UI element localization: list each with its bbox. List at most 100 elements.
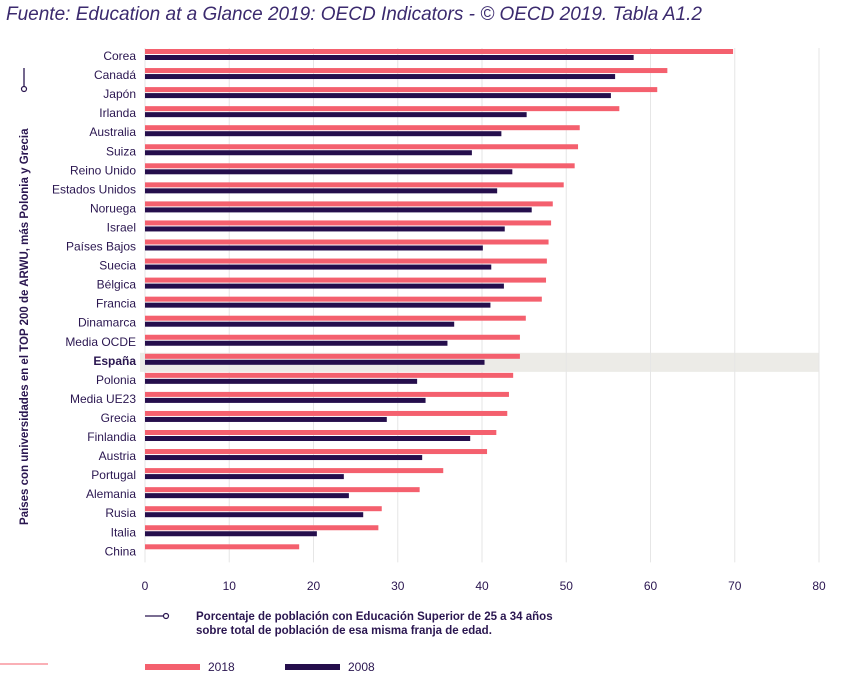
legend-swatch-2008 <box>285 664 340 670</box>
bar-2008 <box>145 397 426 403</box>
y-axis-label-marker-dot <box>20 85 28 93</box>
bar-2018 <box>145 525 379 531</box>
category-label: Austria <box>99 449 137 463</box>
bar-2018 <box>145 239 549 245</box>
x-tick-label: 50 <box>560 579 574 593</box>
x-tick-label: 60 <box>644 579 658 593</box>
bar-2008 <box>145 416 387 422</box>
bar-2018 <box>145 296 542 302</box>
category-label: Alemania <box>86 487 136 501</box>
bar-2018 <box>145 277 547 283</box>
chart-title: Fuente: Education at a Glance 2019: OECD… <box>6 4 702 25</box>
bar-2008 <box>145 188 498 194</box>
category-label: Italia <box>111 525 137 539</box>
bar-2018 <box>145 87 658 93</box>
bar-2018 <box>145 391 509 397</box>
bar-2018 <box>145 163 575 169</box>
x-axis-label-line1: Porcentaje de población con Educación Su… <box>196 611 553 623</box>
bar-2018 <box>145 506 382 512</box>
bar-2018 <box>145 334 520 340</box>
category-label: Grecia <box>101 411 137 425</box>
category-label: España <box>93 354 136 368</box>
legend-swatch-2018 <box>145 664 200 670</box>
category-label: Estados Unidos <box>52 182 136 196</box>
category-label: Media OCDE <box>65 335 136 349</box>
category-label: Irlanda <box>99 106 136 120</box>
bar-2008 <box>145 531 317 537</box>
bar-2018 <box>145 125 580 131</box>
bar-2008 <box>145 74 616 80</box>
category-label: Media UE23 <box>70 392 136 406</box>
bar-2018 <box>145 220 552 226</box>
bar-2018 <box>145 410 508 416</box>
x-tick-label: 70 <box>728 579 742 593</box>
bar-2018 <box>145 487 420 493</box>
bar-2008 <box>145 93 611 99</box>
legend-label-2008: 2008 <box>348 660 375 674</box>
category-label: Países Bajos <box>66 240 136 254</box>
bar-2018 <box>145 315 526 321</box>
bar-2018 <box>145 372 514 378</box>
x-axis-label-marker-dot <box>162 612 170 620</box>
bar-2008 <box>145 359 485 365</box>
x-tick-label: 20 <box>307 579 321 593</box>
bar-2008 <box>145 55 634 60</box>
category-label: Australia <box>89 125 136 139</box>
bar-2008 <box>145 283 504 289</box>
bar-2008 <box>145 226 505 232</box>
bar-2008 <box>145 302 491 308</box>
category-label: Reino Unido <box>70 163 136 177</box>
bar-2008 <box>145 169 513 175</box>
bar-2008 <box>145 378 418 384</box>
bar-2008 <box>145 264 492 270</box>
bar-2008 <box>145 474 344 480</box>
y-axis-label: Países con universidades en el TOP 200 d… <box>19 128 31 525</box>
bar-2008 <box>145 340 448 346</box>
bar-2008 <box>145 207 532 213</box>
category-label: Portugal <box>91 468 136 482</box>
category-label: Francia <box>96 297 136 311</box>
category-label: China <box>105 544 137 558</box>
x-tick-label: 80 <box>812 579 826 593</box>
category-label: Corea <box>103 49 136 63</box>
bar-2018 <box>145 68 668 74</box>
bar-2018 <box>145 468 444 474</box>
bar-2018 <box>145 449 488 455</box>
bar-2018 <box>145 258 547 264</box>
bar-2008 <box>145 436 471 441</box>
legend-item-2008: 2008 <box>285 660 375 674</box>
category-label: Rusia <box>105 506 136 520</box>
bar-2018 <box>145 49 734 54</box>
category-label: Polonia <box>96 373 136 387</box>
bar-2008 <box>145 512 364 518</box>
bar-2018 <box>145 182 564 188</box>
bar-2018 <box>145 544 300 550</box>
bar-2008 <box>145 493 349 499</box>
x-tick-label: 0 <box>142 579 149 593</box>
legend-label-2018: 2018 <box>208 660 235 674</box>
category-label: Finlandia <box>87 430 136 444</box>
bar-2008 <box>145 112 527 118</box>
category-label: Suecia <box>99 259 136 273</box>
bar-2018 <box>145 201 553 207</box>
legend-item-2018: 2018 <box>145 660 235 674</box>
bar-2018 <box>145 353 520 359</box>
x-axis-label-line2: sobre total de población de esa misma fr… <box>196 625 492 637</box>
x-tick-label: 10 <box>223 579 237 593</box>
bar-2018 <box>145 144 579 150</box>
category-label: Japón <box>103 87 136 101</box>
x-tick-label: 30 <box>391 579 405 593</box>
bar-2008 <box>145 245 483 251</box>
x-tick-label: 40 <box>475 579 489 593</box>
category-label: Bélgica <box>97 278 137 292</box>
category-label: Dinamarca <box>78 316 136 330</box>
category-label: Suiza <box>106 144 136 158</box>
category-label: Noruega <box>90 201 136 215</box>
category-label: Canadá <box>94 68 136 82</box>
x-axis-label: Porcentaje de población con Educación Su… <box>196 610 616 638</box>
bar-2008 <box>145 131 502 137</box>
bar-2008 <box>145 150 472 156</box>
bar-2008 <box>145 321 455 327</box>
bar-2008 <box>145 455 423 461</box>
